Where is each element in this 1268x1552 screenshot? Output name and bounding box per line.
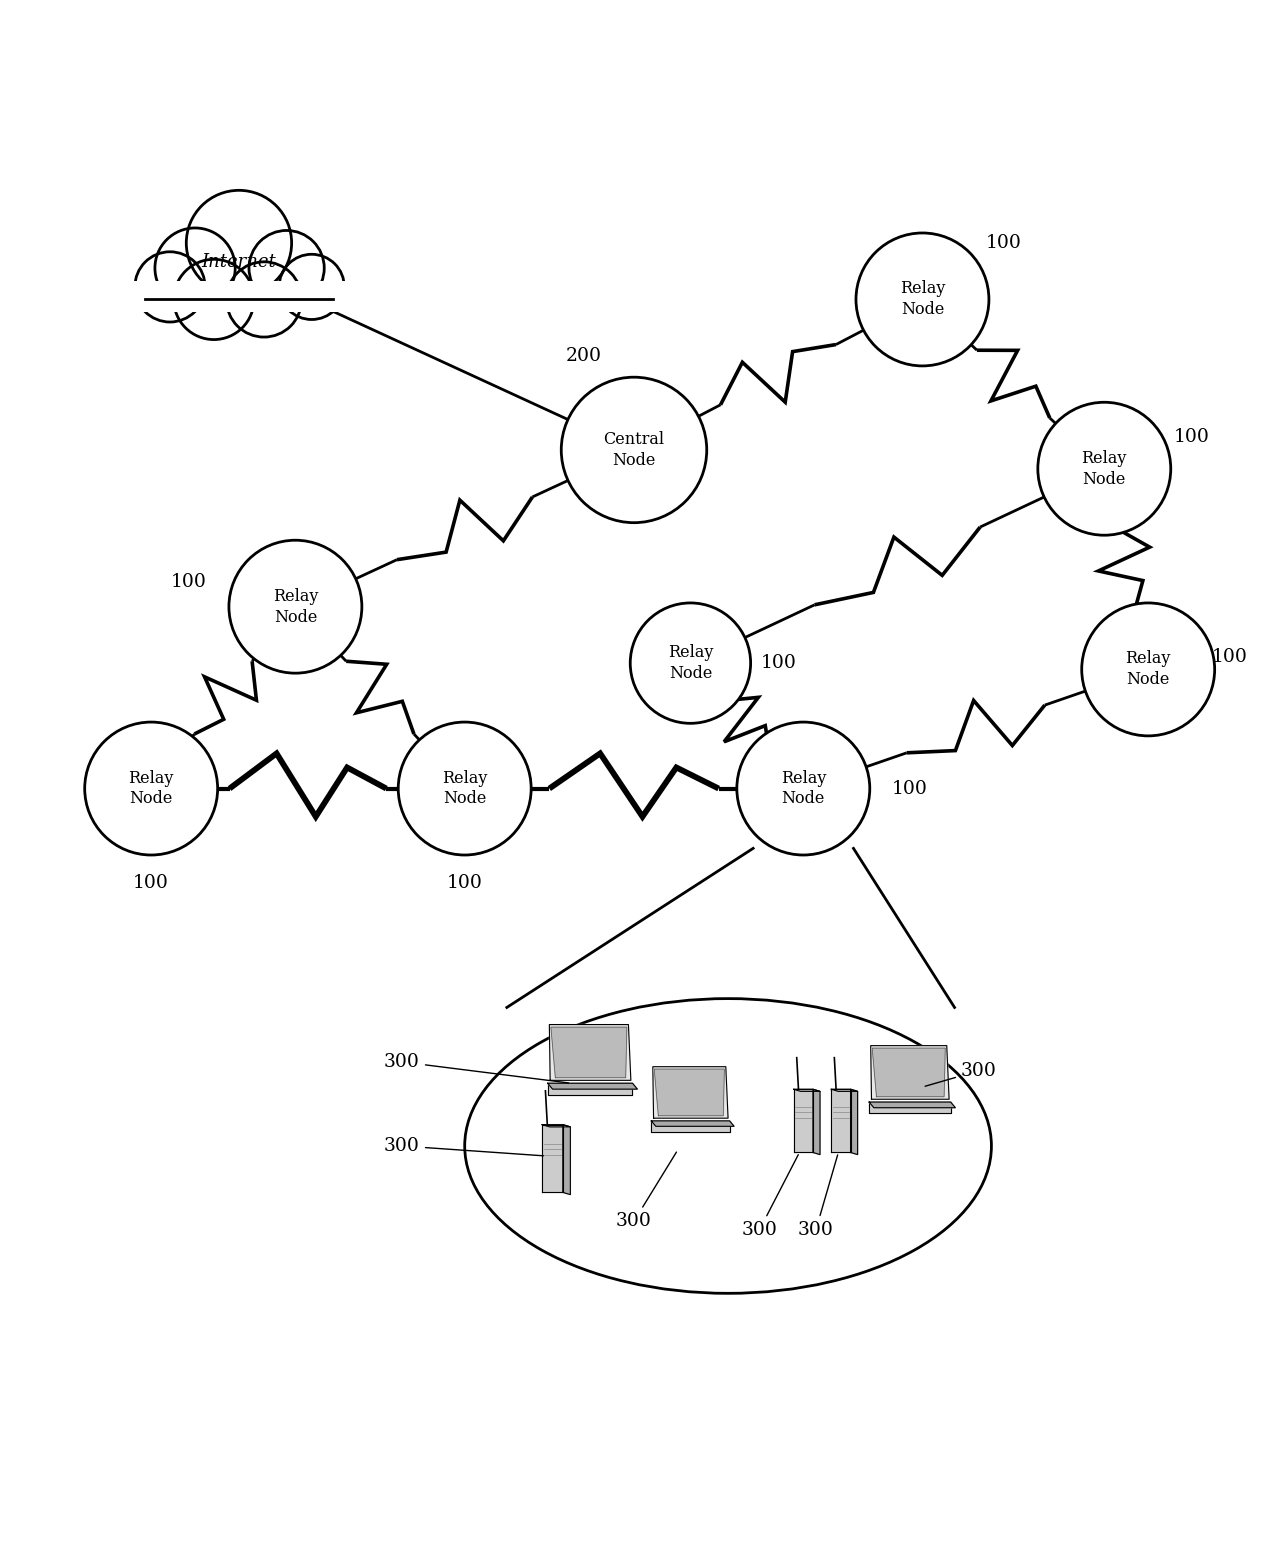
Polygon shape xyxy=(652,1121,734,1127)
Text: Central
Node: Central Node xyxy=(604,431,664,469)
Polygon shape xyxy=(869,1102,955,1108)
Text: 300: 300 xyxy=(616,1152,676,1231)
Bar xyxy=(126,281,351,312)
Circle shape xyxy=(737,722,870,855)
Circle shape xyxy=(155,228,235,309)
Polygon shape xyxy=(550,1027,626,1077)
Text: 300: 300 xyxy=(384,1052,568,1083)
Text: 100: 100 xyxy=(133,874,169,891)
Polygon shape xyxy=(563,1125,571,1195)
Text: 100: 100 xyxy=(761,653,796,672)
Circle shape xyxy=(562,377,706,523)
Circle shape xyxy=(227,262,302,337)
Polygon shape xyxy=(653,1066,728,1117)
Text: 100: 100 xyxy=(171,573,207,591)
Text: 200: 200 xyxy=(566,348,602,365)
Circle shape xyxy=(174,259,254,340)
Circle shape xyxy=(85,722,218,855)
Polygon shape xyxy=(543,1125,571,1127)
Polygon shape xyxy=(872,1048,945,1097)
Polygon shape xyxy=(548,1083,633,1096)
Text: 100: 100 xyxy=(446,874,483,891)
Polygon shape xyxy=(813,1090,820,1155)
Text: 100: 100 xyxy=(987,234,1022,251)
Polygon shape xyxy=(794,1090,813,1153)
Polygon shape xyxy=(548,1083,638,1090)
Text: Relay
Node: Relay Node xyxy=(443,770,487,807)
Text: Relay
Node: Relay Node xyxy=(273,588,318,625)
Circle shape xyxy=(134,251,205,321)
Polygon shape xyxy=(832,1090,857,1091)
Text: 300: 300 xyxy=(798,1155,838,1238)
Text: Relay
Node: Relay Node xyxy=(781,770,825,807)
Text: Relay
Node: Relay Node xyxy=(1082,450,1127,487)
Circle shape xyxy=(398,722,531,855)
Circle shape xyxy=(279,255,345,320)
Circle shape xyxy=(1037,402,1170,535)
Text: Internet: Internet xyxy=(202,253,276,270)
Text: 100: 100 xyxy=(891,779,928,798)
Circle shape xyxy=(249,230,325,306)
Text: 300: 300 xyxy=(384,1138,544,1156)
Polygon shape xyxy=(794,1090,820,1091)
Circle shape xyxy=(1082,602,1215,736)
Polygon shape xyxy=(654,1069,724,1116)
Polygon shape xyxy=(832,1090,851,1153)
Circle shape xyxy=(186,191,292,296)
Circle shape xyxy=(630,602,751,723)
Text: Relay
Node: Relay Node xyxy=(668,644,713,681)
Polygon shape xyxy=(543,1125,563,1192)
Text: 100: 100 xyxy=(1174,428,1210,447)
Polygon shape xyxy=(851,1090,857,1155)
Text: 300: 300 xyxy=(926,1062,997,1086)
Text: Relay
Node: Relay Node xyxy=(128,770,174,807)
Circle shape xyxy=(230,540,361,674)
Text: 300: 300 xyxy=(742,1155,799,1238)
Polygon shape xyxy=(871,1046,948,1099)
Text: Relay
Node: Relay Node xyxy=(1126,650,1170,689)
Polygon shape xyxy=(869,1102,951,1113)
Polygon shape xyxy=(549,1024,631,1080)
Text: Relay
Node: Relay Node xyxy=(900,281,945,318)
Polygon shape xyxy=(652,1121,729,1131)
Text: 100: 100 xyxy=(1212,647,1248,666)
Circle shape xyxy=(856,233,989,366)
